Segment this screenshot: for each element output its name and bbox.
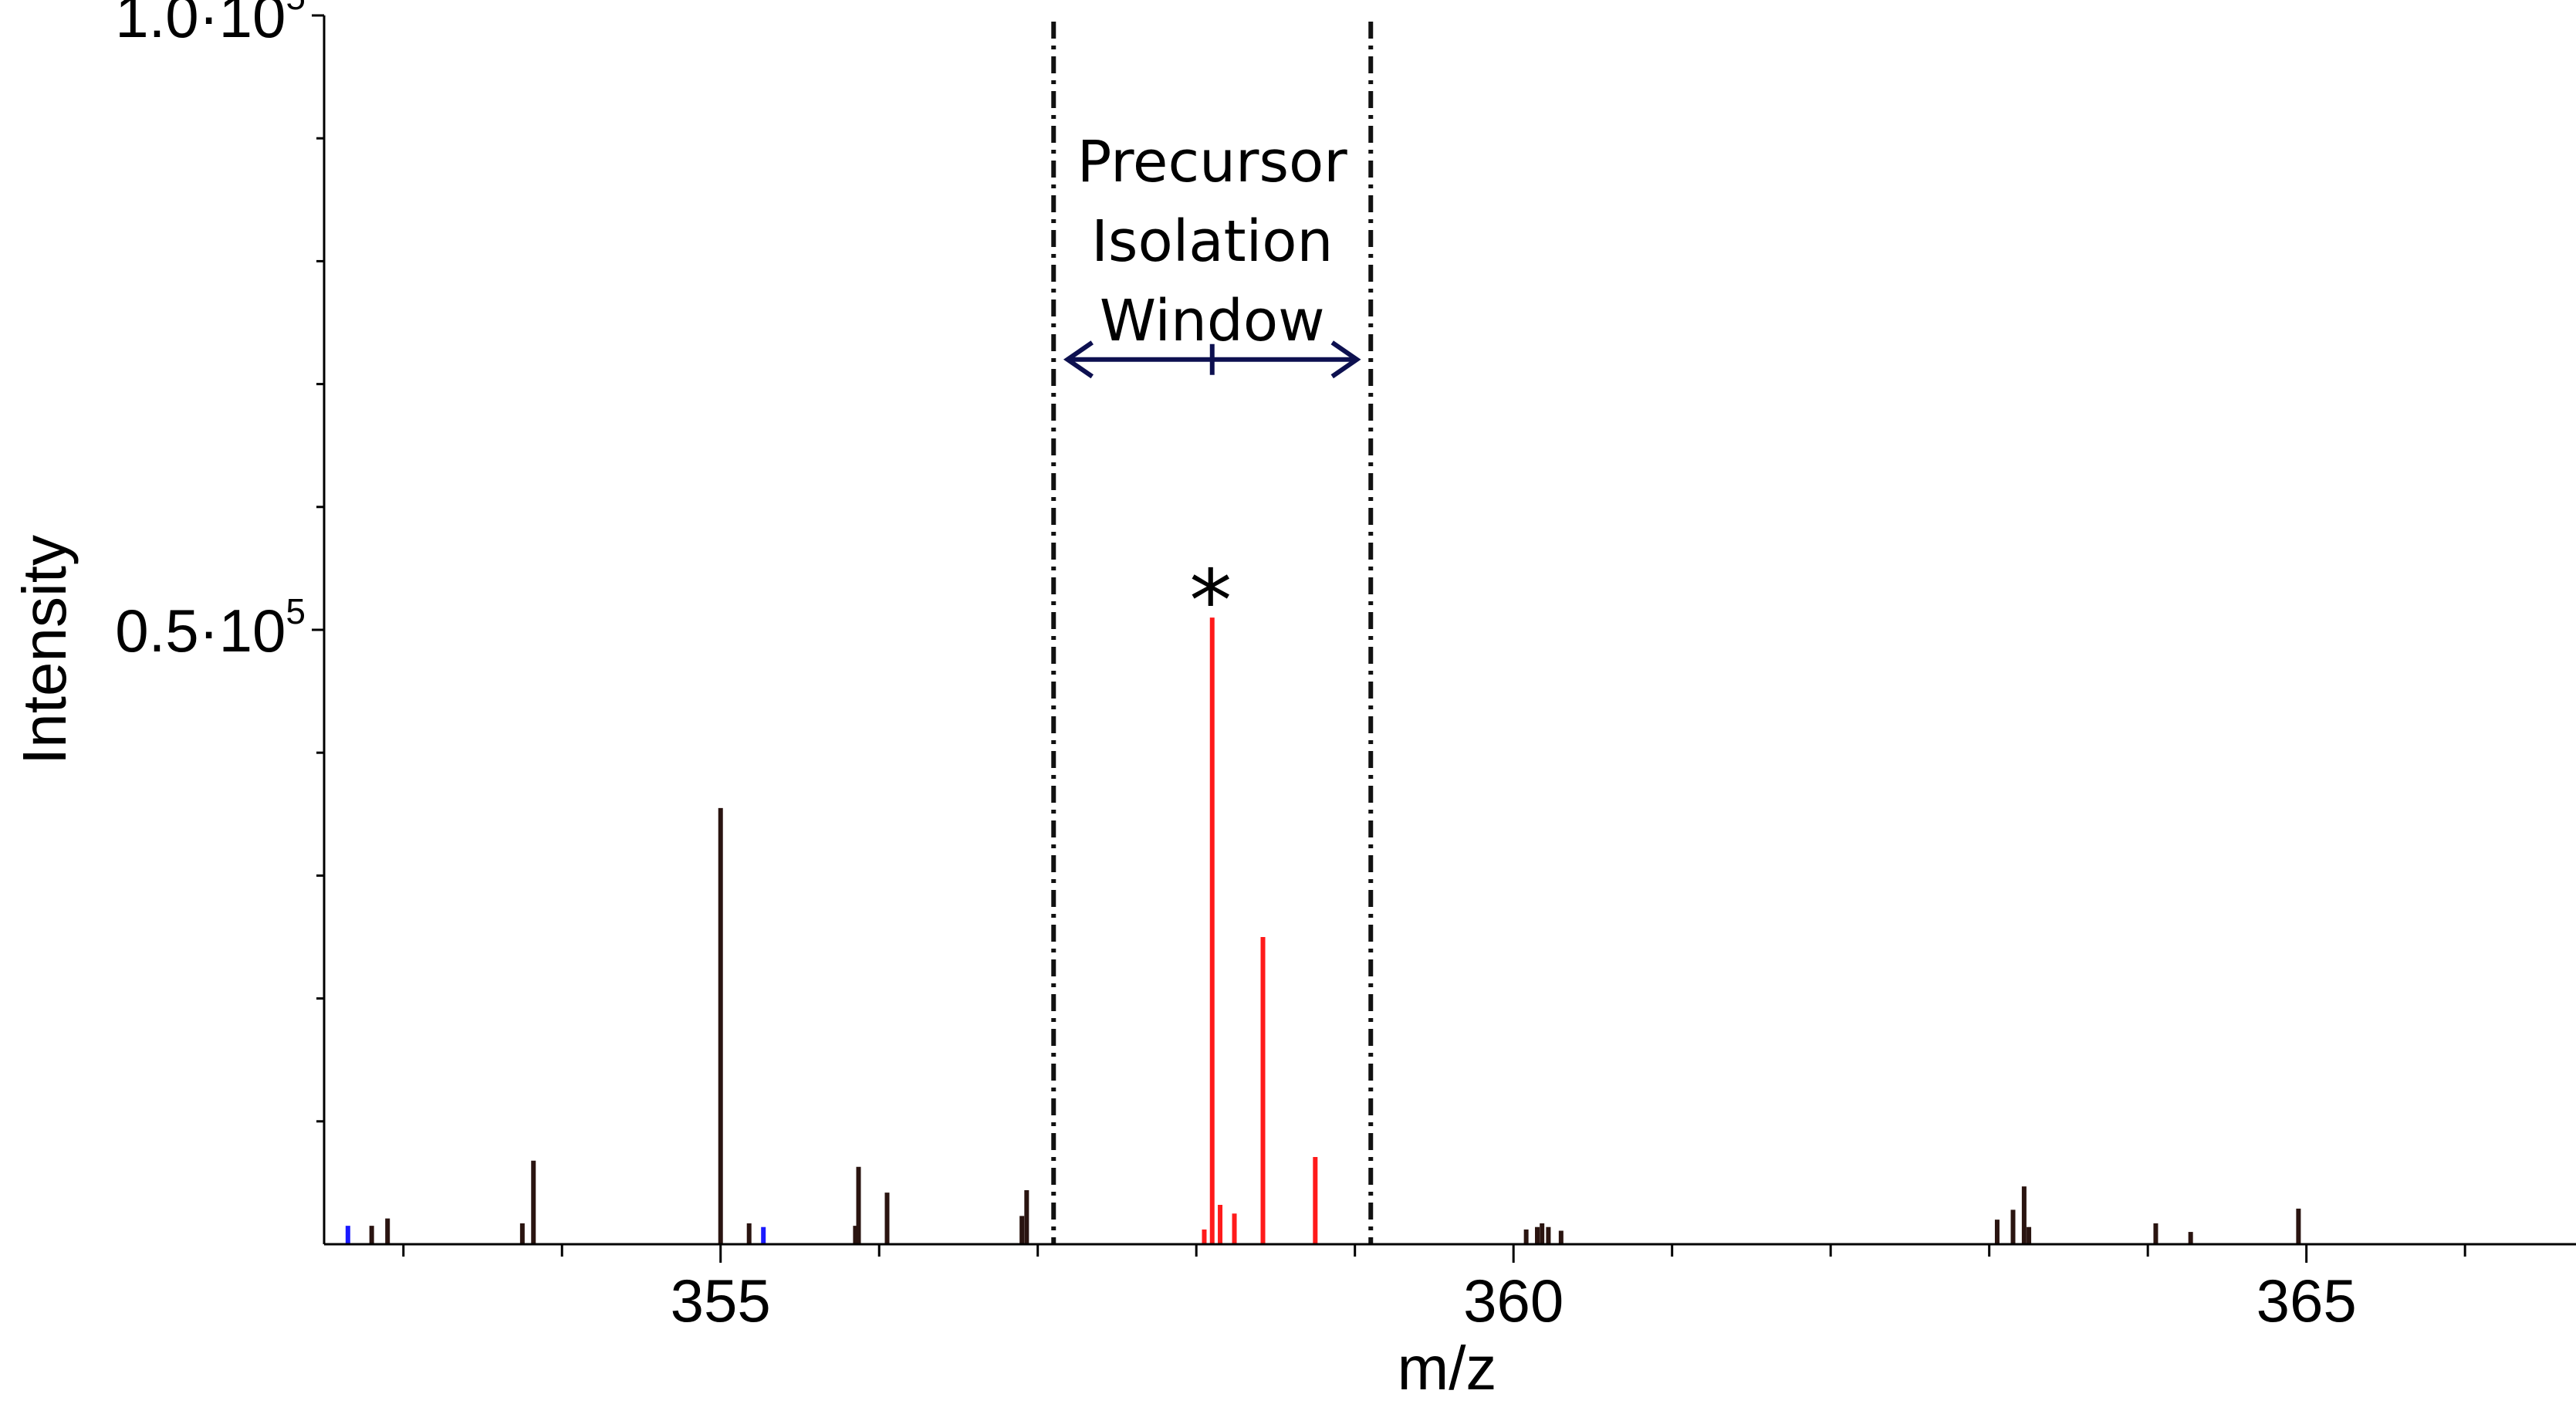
arrow-right-head [1330, 340, 1361, 379]
isolation-window-label-line: Precursor [1077, 129, 1347, 195]
isolation-window-layer [1051, 22, 1374, 1244]
ticks-layer: 355 360 365 1.0·105 0.5·105 [115, 0, 2466, 1335]
axes-layer [323, 15, 2576, 1246]
isolation-window-label-line: Isolation [1091, 208, 1333, 275]
peaks-layer [345, 617, 2301, 1244]
x-tick-label: 360 [1463, 1267, 1564, 1335]
x-tick-label: 355 [671, 1267, 771, 1335]
y-axis-title: Intensity [10, 535, 79, 765]
precursor-star-annotation: * [1189, 551, 1232, 650]
isolation-window-label-line: Window [1100, 288, 1325, 354]
arrow-left-head [1063, 340, 1094, 379]
y-tick-label: 0.5·105 [115, 591, 306, 665]
x-axis-title: m/z [1398, 1334, 1497, 1402]
x-tick-label: 365 [2257, 1267, 2357, 1335]
labels-layer: m/z Intensity [10, 535, 1496, 1402]
annotation-layer: Precursor Isolation Window * [1077, 129, 1347, 650]
y-tick-label: 1.0·105 [115, 0, 306, 50]
